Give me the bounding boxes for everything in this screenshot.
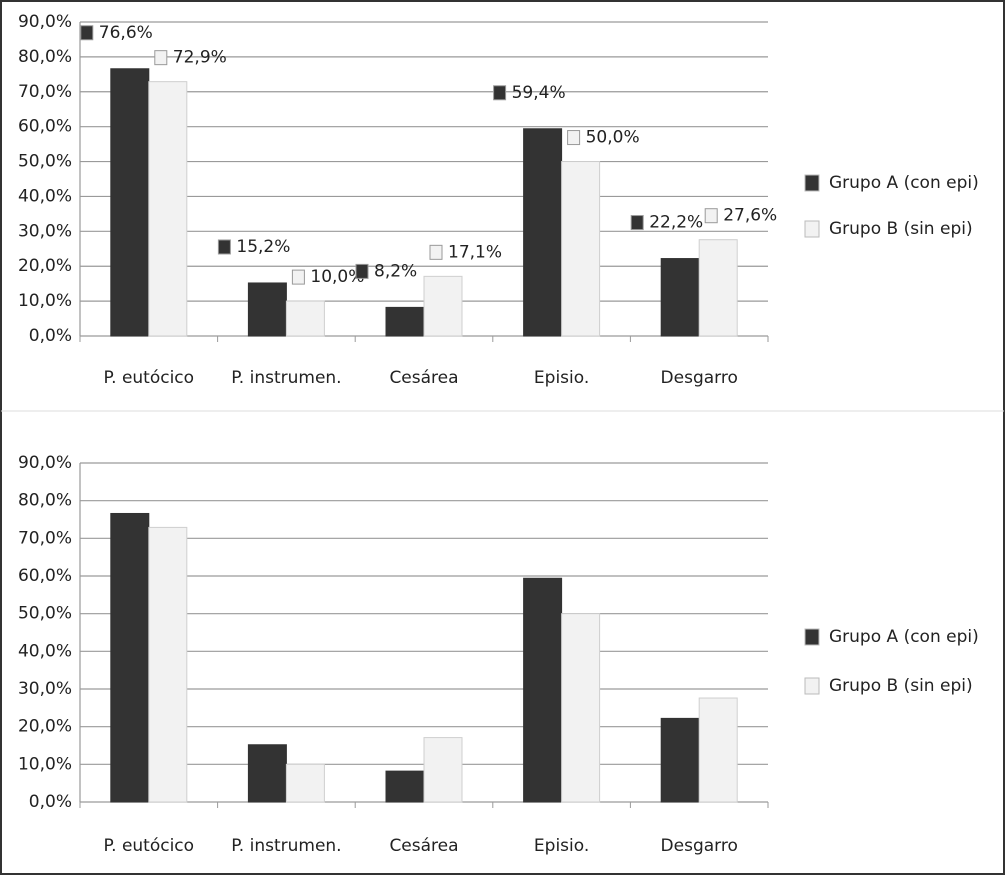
y-tick-label: 60,0%: [18, 117, 72, 137]
x-tick-label: Cesárea: [389, 836, 458, 856]
y-tick-label: 0,0%: [29, 792, 72, 812]
value-label-key: [429, 244, 443, 260]
y-tick-label: 40,0%: [18, 641, 72, 661]
y-tick-label: 50,0%: [18, 604, 72, 624]
y-tick-label: 20,0%: [18, 717, 72, 737]
x-tick-label: P. instrumen.: [231, 836, 341, 856]
value-label-key: [217, 239, 231, 255]
legend-key: [804, 677, 820, 695]
bar: [423, 275, 463, 337]
y-tick-label: 80,0%: [18, 47, 72, 67]
y-tick-label: 40,0%: [18, 186, 72, 206]
x-tick-label: Episio.: [534, 836, 589, 856]
value-label-key: [493, 85, 507, 101]
y-tick-label: 30,0%: [18, 221, 72, 241]
value-label: 10,0%: [310, 267, 364, 287]
bar: [698, 239, 738, 337]
legend-key: [804, 628, 820, 646]
y-tick-label: 10,0%: [18, 291, 72, 311]
x-tick-label: P. eutócico: [104, 368, 195, 388]
bar: [660, 717, 700, 803]
value-label-key: [291, 269, 305, 285]
x-tick-label: Desgarro: [661, 368, 738, 388]
y-tick-label: 50,0%: [18, 152, 72, 172]
y-tick-label: 80,0%: [18, 491, 72, 511]
legend-key: [804, 220, 820, 238]
value-label-key: [567, 130, 581, 146]
value-label: 59,4%: [512, 83, 566, 103]
value-label: 72,9%: [173, 48, 227, 68]
y-tick-label: 10,0%: [18, 754, 72, 774]
bar: [523, 577, 563, 803]
bar: [285, 763, 325, 803]
x-tick-label: P. eutócico: [104, 836, 195, 856]
bar: [385, 770, 425, 803]
legend-label: Grupo A (con epi): [829, 627, 979, 647]
value-label-key: [80, 25, 94, 41]
x-tick-label: Episio.: [534, 368, 589, 388]
value-label: 22,2%: [649, 213, 703, 233]
bar: [110, 68, 150, 337]
bar: [148, 81, 188, 337]
legend-label: Grupo A (con epi): [829, 173, 979, 193]
legend-key: [804, 174, 820, 192]
bar: [660, 258, 700, 337]
bar: [523, 128, 563, 337]
bar: [247, 744, 287, 803]
bar: [385, 306, 425, 337]
value-label: 8,2%: [374, 261, 417, 281]
x-tick-label: Desgarro: [661, 836, 738, 856]
value-label: 50,0%: [586, 128, 640, 148]
y-tick-label: 70,0%: [18, 528, 72, 548]
value-label: 15,2%: [236, 237, 290, 257]
value-label: 76,6%: [99, 23, 153, 43]
y-tick-label: 70,0%: [18, 82, 72, 102]
y-tick-label: 60,0%: [18, 566, 72, 586]
legend-label: Grupo B (sin epi): [829, 676, 973, 696]
x-tick-label: Cesárea: [389, 368, 458, 388]
bar: [247, 282, 287, 337]
bar: [561, 161, 601, 337]
y-tick-label: 0,0%: [29, 326, 72, 346]
bar: [110, 512, 150, 803]
bar: [148, 526, 188, 803]
y-tick-label: 90,0%: [18, 12, 72, 32]
bar: [561, 613, 601, 803]
value-label-key: [704, 208, 718, 224]
bar: [698, 697, 738, 803]
legend-label: Grupo B (sin epi): [829, 219, 973, 239]
y-tick-label: 30,0%: [18, 679, 72, 699]
value-label: 17,1%: [448, 242, 502, 262]
x-tick-label: P. instrumen.: [231, 368, 341, 388]
value-label-key: [630, 215, 644, 231]
bar: [423, 737, 463, 803]
value-label-key: [355, 263, 369, 279]
y-tick-label: 20,0%: [18, 256, 72, 276]
bar: [285, 300, 325, 337]
y-tick-label: 90,0%: [18, 453, 72, 473]
value-label: 27,6%: [723, 206, 777, 226]
value-label-key: [154, 50, 168, 66]
